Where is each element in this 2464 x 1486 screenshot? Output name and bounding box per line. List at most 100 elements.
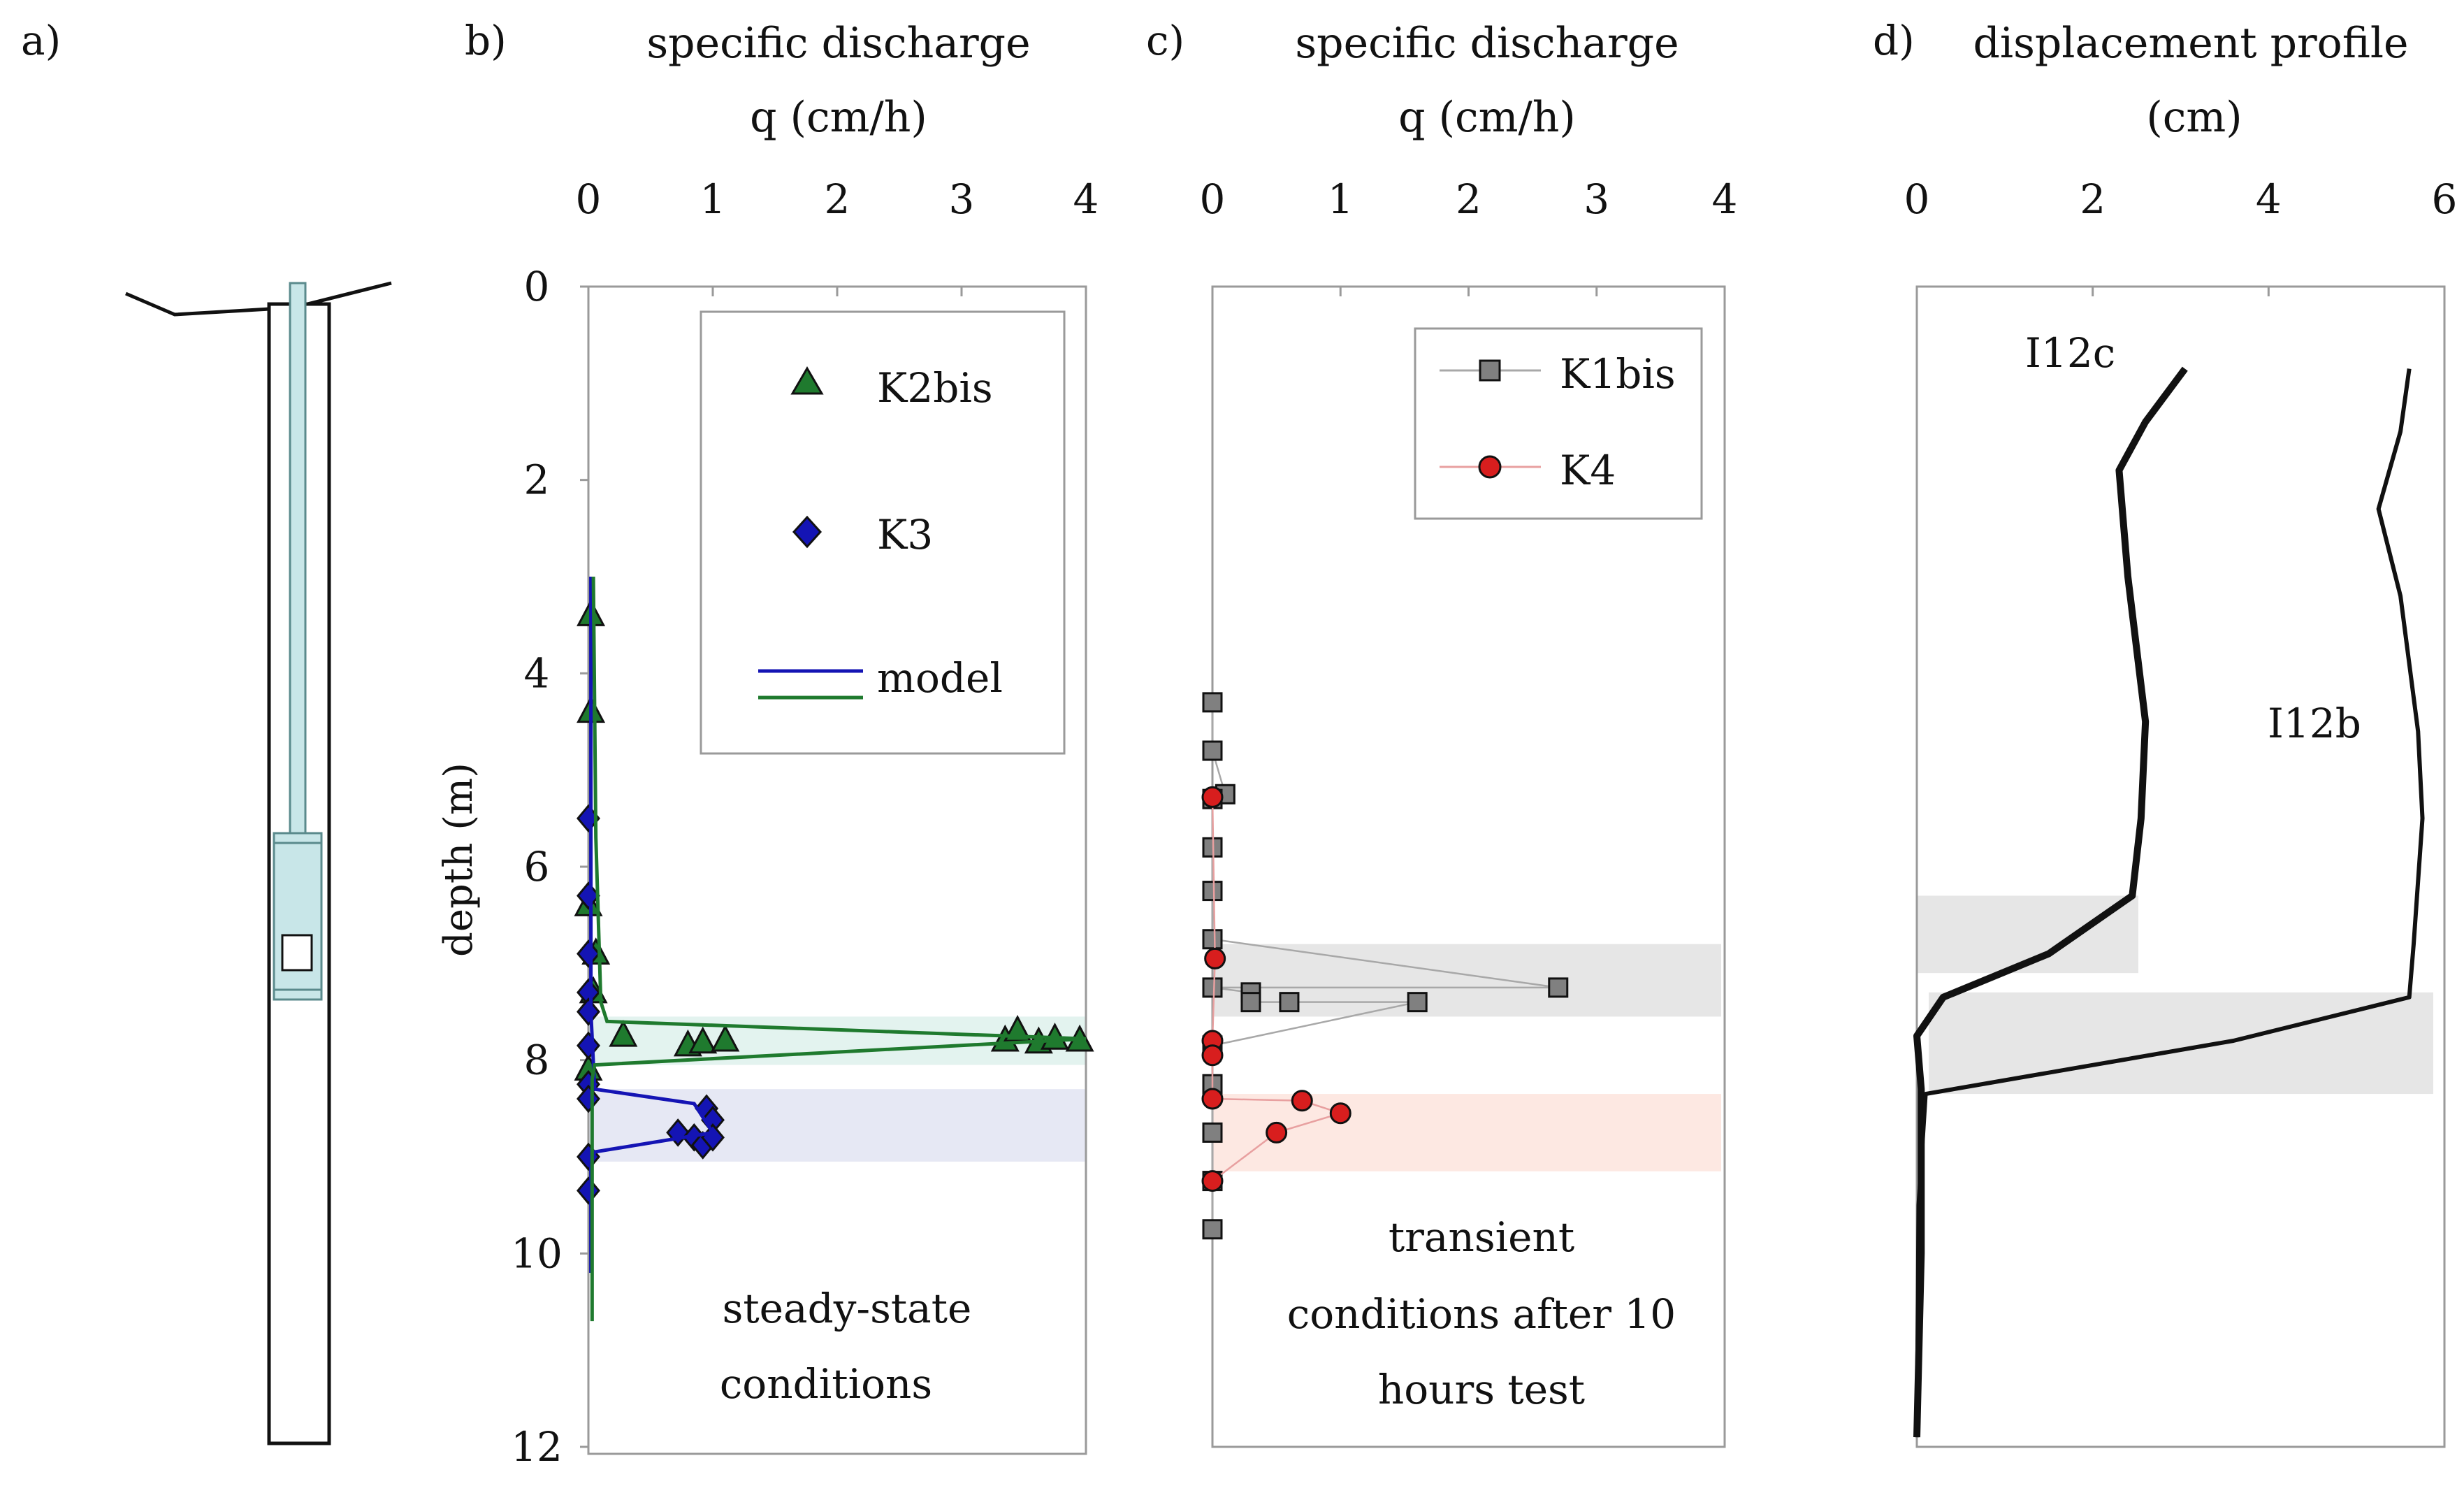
y-tick-label-5: 10 <box>511 1229 563 1277</box>
panel-c-title: specific discharge <box>1295 19 1679 68</box>
point-k1bis-15 <box>1202 1122 1223 1143</box>
point-k4-5 <box>1291 1090 1313 1112</box>
series-line-i12c <box>1913 366 2188 1438</box>
legend-k3-label: K3 <box>877 511 933 558</box>
panel-d-x-axis: 0 2 4 6 <box>1904 175 2458 296</box>
y-tick-label-3: 6 <box>524 843 550 890</box>
x-tick-label-d-0: 0 <box>1904 175 1930 223</box>
legend-k4-marker <box>1478 455 1502 479</box>
legend-k1bis-label: K1bis <box>1560 350 1676 398</box>
y-tick-label-6: 12 <box>511 1423 563 1471</box>
x-tick-label-d-2: 4 <box>2256 175 2282 223</box>
probe-window <box>281 934 313 972</box>
y-tick-label-4: 8 <box>524 1037 550 1084</box>
x-tick-label-d-1: 2 <box>2080 175 2106 223</box>
point-k4-4 <box>1201 1088 1224 1110</box>
series-line-model-k3 <box>589 577 716 1273</box>
panel-b-annotation-line1: steady-state <box>723 1285 972 1332</box>
curve-label-i12b: I12b <box>2268 700 2361 747</box>
x-tick-label-b-2: 2 <box>825 175 850 223</box>
point-k1bis-8 <box>1202 977 1223 998</box>
point-k2bis-5 <box>609 1019 638 1047</box>
x-tick-label-c-4: 4 <box>1712 175 1738 223</box>
ground-surface <box>125 281 392 317</box>
panel-c-series <box>1201 692 1569 1240</box>
point-k1bis-0 <box>1202 692 1223 713</box>
x-tick-label-b-0: 0 <box>576 175 602 223</box>
point-k4-8 <box>1201 1170 1224 1192</box>
panel-b-x-axis: 0 1 2 3 4 <box>576 175 1099 296</box>
point-k2bis-7 <box>688 1026 718 1054</box>
panel-d-label: d) <box>1873 17 1915 64</box>
panel-d-subtitle: (cm) <box>2146 93 2242 142</box>
band-c-1 <box>1212 1094 1721 1171</box>
panel-b-label: b) <box>465 17 507 64</box>
point-k3-2 <box>577 939 600 968</box>
point-k3-15 <box>577 1176 600 1205</box>
panel-c-legend-box <box>1414 327 1703 520</box>
panel-c: c) specific discharge q (cm/h) 0 1 2 3 4 K1b… <box>1146 17 1738 1448</box>
point-k4-0 <box>1201 786 1224 808</box>
legend-model-label: model <box>877 654 1003 702</box>
x-tick-label-c-2: 2 <box>1456 175 1481 223</box>
panel-a: a) <box>21 17 392 1445</box>
point-k4-1 <box>1204 947 1226 969</box>
point-k1bis-1 <box>1202 740 1223 761</box>
series-line-i12b <box>1915 368 2425 1438</box>
panel-d-bands <box>1917 895 2433 1095</box>
panel-c-annotation-line1: transient <box>1389 1213 1574 1261</box>
panel-c-label: c) <box>1146 17 1184 64</box>
panel-c-legend: K1bis K4 <box>1414 327 1703 520</box>
panel-b-legend: K2bis K3 model <box>700 310 1066 755</box>
series-line-model-k2bis <box>590 576 1087 1322</box>
probe-cap-bottom <box>273 988 323 1001</box>
curve-label-i12c: I12c <box>2025 329 2115 377</box>
panel-d: d) displacement profile (cm) 0 2 4 6 I12c I… <box>1873 17 2458 1448</box>
point-k4-3 <box>1201 1044 1224 1067</box>
panel-b-legend-box <box>700 310 1066 755</box>
x-tick-label-c-0: 0 <box>1200 175 1226 223</box>
probe-cable <box>289 282 307 837</box>
panel-c-bands <box>1212 944 1721 1171</box>
point-k4-7 <box>1266 1121 1288 1144</box>
panel-c-annotation-line3: hours test <box>1378 1366 1585 1413</box>
point-k3-4 <box>577 997 600 1026</box>
point-k1bis-6 <box>1202 929 1223 950</box>
panel-b-series <box>574 576 1094 1322</box>
x-tick-label-b-1: 1 <box>700 175 726 223</box>
panel-b-annotation-line2: conditions <box>720 1360 932 1408</box>
point-k1bis-7 <box>1548 977 1569 998</box>
legend-k2bis-label: K2bis <box>877 364 993 412</box>
point-k4-6 <box>1329 1102 1351 1125</box>
panel-b-y-axis: 0 2 4 6 8 10 12 <box>511 263 588 1471</box>
point-k1bis-12 <box>1407 992 1428 1013</box>
x-tick-label-b-4: 4 <box>1073 175 1099 223</box>
panel-c-annotation-line2: conditions after 10 <box>1287 1290 1676 1338</box>
probe-cap-top <box>273 832 323 844</box>
legend-k4-label: K4 <box>1560 447 1616 494</box>
y-tick-label-1: 2 <box>524 456 550 504</box>
panel-b-ylabel: depth (m) <box>436 763 481 957</box>
panel-b-title: specific discharge <box>646 19 1030 68</box>
x-tick-label-c-3: 3 <box>1584 175 1609 223</box>
x-tick-label-c-1: 1 <box>1328 175 1354 223</box>
legend-k3-marker <box>792 515 822 549</box>
panel-d-series <box>1913 366 2425 1438</box>
point-k1bis-10 <box>1240 992 1261 1013</box>
point-k1bis-17 <box>1202 1219 1223 1240</box>
panel-b: b) specific discharge q (cm/h) depth (m)… <box>436 17 1099 1471</box>
point-k2bis-8 <box>711 1024 740 1052</box>
y-tick-label-2: 4 <box>524 649 550 697</box>
legend-k1bis-marker <box>1479 359 1501 382</box>
point-k1bis-5 <box>1202 881 1223 902</box>
point-k1bis-11 <box>1279 992 1300 1013</box>
panel-c-x-axis: 0 1 2 3 4 <box>1200 175 1738 296</box>
panel-a-label: a) <box>21 17 61 64</box>
panel-c-subtitle: q (cm/h) <box>1398 93 1576 142</box>
x-tick-label-d-3: 6 <box>2432 175 2458 223</box>
panel-d-title: displacement profile <box>1973 19 2408 68</box>
panel-b-subtitle: q (cm/h) <box>750 93 927 142</box>
point-k3-1 <box>577 881 600 910</box>
x-tick-label-b-3: 3 <box>949 175 975 223</box>
